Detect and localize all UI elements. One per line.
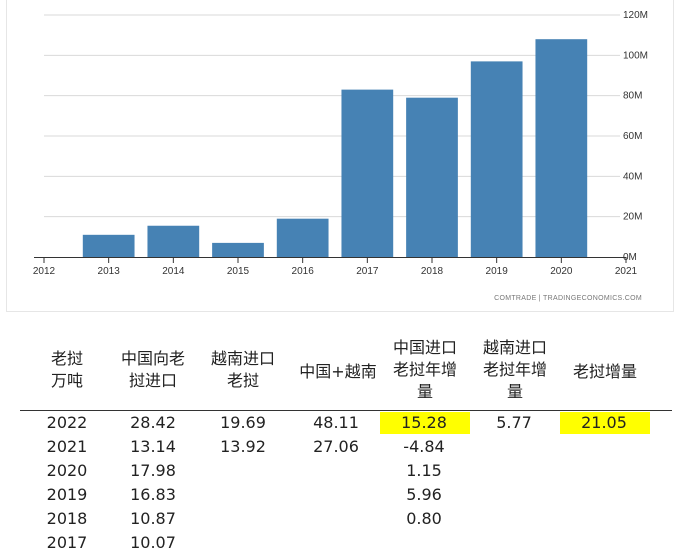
- x-tick-label: 2013: [98, 266, 121, 277]
- data-table: 老挝 万吨 中国向老 挝进口 越南进口 老挝 中国+越南 中国进口 老挝年增 量…: [0, 335, 680, 552]
- x-tick-label: 2016: [292, 266, 315, 277]
- x-tick-label: 2018: [421, 266, 444, 277]
- header-china-plus-vietnam: 中国+越南: [299, 362, 377, 381]
- x-tick-label: 2014: [162, 266, 185, 277]
- cell-year: 2018: [46, 509, 88, 528]
- x-tick-label: 2020: [550, 266, 573, 277]
- bar: [276, 218, 329, 257]
- cell-china-import: 16.83: [130, 485, 176, 504]
- header-china-yearly-increase: 中国进口 老挝年增 量: [392, 338, 457, 401]
- bar: [82, 234, 135, 257]
- cell-china-increase: -4.84: [403, 437, 445, 456]
- y-tick-label: 40M: [623, 171, 642, 182]
- header-vietnam-import: 越南进口 老挝: [210, 349, 275, 390]
- bar: [535, 39, 588, 258]
- y-tick-label: 100M: [623, 50, 648, 61]
- cell-year: 2021: [46, 437, 88, 456]
- bar: [212, 242, 264, 257]
- cell-china-increase: 0.80: [406, 509, 442, 528]
- header-laos-increase: 老挝增量: [572, 362, 637, 381]
- highlight-cell-laos-increase: [560, 412, 650, 434]
- x-tick-label: 2017: [356, 266, 379, 277]
- cell-vietnam-import: 13.92: [220, 437, 266, 456]
- header-laos-unit: 老挝 万吨: [50, 349, 83, 390]
- cell-china-plus-vietnam: 27.06: [313, 437, 359, 456]
- bar: [147, 225, 200, 257]
- x-tick-label: 2019: [486, 266, 509, 277]
- y-tick-label: 120M: [623, 10, 648, 21]
- cell-vietnam-increase: 5.77: [496, 413, 532, 432]
- cell-china-import: 13.14: [130, 437, 176, 456]
- cell-year: 2020: [46, 461, 88, 480]
- y-tick-label: 0M: [623, 252, 637, 263]
- highlight-cell-china-increase: [380, 412, 470, 434]
- cell-laos-increase: 21.05: [581, 413, 627, 432]
- chart-source: COMTRADE | TRADINGECONOMICS.COM: [494, 295, 642, 302]
- cell-year: 2017: [46, 533, 88, 552]
- cell-china-increase: 1.15: [406, 461, 442, 480]
- cell-year: 2022: [46, 413, 88, 432]
- cell-china-import: 17.98: [130, 461, 176, 480]
- header-china-import: 中国向老 挝进口: [120, 349, 185, 390]
- chart-canvas: 0M 20M 40M 60M 80M 100M 120M 2012 2013 2014 2015 20…: [33, 10, 648, 302]
- header-vietnam-yearly-increase: 越南进口 老挝年增 量: [482, 338, 547, 401]
- y-tick-label: 60M: [623, 131, 642, 142]
- cell-china-increase: 15.28: [401, 413, 447, 432]
- cell-china-plus-vietnam: 48.11: [313, 413, 359, 432]
- y-tick-label: 20M: [623, 212, 642, 223]
- chart-frame: [6, 0, 674, 312]
- cell-vietnam-import: 19.69: [220, 413, 266, 432]
- bar: [341, 89, 394, 257]
- cell-china-import: 28.42: [130, 413, 176, 432]
- x-tick-label: 2015: [227, 266, 250, 277]
- cell-china-import: 10.87: [130, 509, 176, 528]
- header-rule: [20, 410, 672, 411]
- bar: [470, 61, 523, 258]
- x-tick-label: 2012: [33, 266, 56, 277]
- cell-year: 2019: [46, 485, 88, 504]
- x-tick-label: 2021: [615, 266, 638, 277]
- cell-china-increase: 5.96: [406, 485, 442, 504]
- bar-chart: 0M 20M 40M 60M 80M 100M 120M 2012 2013 2014 2015 20…: [6, 0, 674, 312]
- cell-china-import: 10.07: [130, 533, 176, 552]
- bar: [406, 97, 458, 257]
- y-tick-label: 80M: [623, 91, 642, 102]
